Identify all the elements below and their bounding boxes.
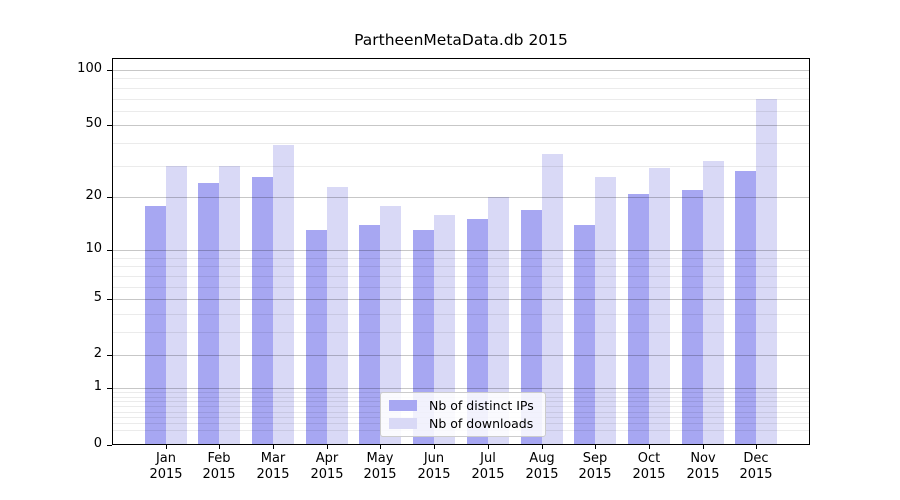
bar — [145, 206, 166, 444]
x-tick-label: Sep 2015 — [578, 451, 612, 482]
x-axis-tick — [703, 445, 704, 449]
minor-gridline — [113, 99, 809, 100]
bar — [198, 183, 219, 444]
bar — [413, 230, 434, 444]
major-gridline — [113, 125, 809, 126]
y-tick-label: 2 — [93, 346, 102, 361]
x-axis-tick — [649, 445, 650, 449]
y-tick-label: 1 — [93, 379, 102, 394]
major-gridline — [113, 70, 809, 71]
bar — [327, 187, 348, 444]
x-axis-tick — [542, 445, 543, 449]
x-axis-tick — [273, 445, 274, 449]
minor-gridline — [113, 258, 809, 259]
minor-gridline — [113, 266, 809, 267]
chart-title: PartheenMetaData.db 2015 — [354, 31, 568, 49]
x-tick-label: Aug 2015 — [525, 451, 559, 482]
bar — [380, 206, 401, 444]
bar — [756, 99, 777, 444]
y-axis-tick — [107, 355, 112, 356]
minor-gridline — [113, 332, 809, 333]
minor-gridline — [113, 111, 809, 112]
y-axis-tick — [107, 250, 112, 251]
major-gridline — [113, 299, 809, 300]
x-axis-tick — [219, 445, 220, 449]
bar — [521, 210, 542, 444]
y-tick-label: 10 — [85, 241, 102, 256]
minor-gridline — [113, 143, 809, 144]
y-axis-tick — [107, 299, 112, 300]
y-axis-tick — [107, 445, 112, 446]
minor-gridline — [113, 314, 809, 315]
x-axis-tick — [595, 445, 596, 449]
y-tick-label: 5 — [93, 290, 102, 305]
x-tick-label: May 2015 — [363, 451, 397, 482]
legend-row: Nb of downloads — [389, 416, 537, 431]
x-tick-label: Mar 2015 — [256, 451, 290, 482]
bar — [488, 197, 509, 444]
y-axis-tick — [107, 125, 112, 126]
bar — [434, 215, 455, 444]
x-axis-tick — [434, 445, 435, 449]
major-gridline — [113, 197, 809, 198]
bar — [574, 225, 595, 444]
legend-swatch — [389, 400, 417, 412]
bar — [273, 145, 294, 444]
bar — [252, 177, 273, 444]
minor-gridline — [113, 88, 809, 89]
bar — [735, 171, 756, 444]
minor-gridline — [113, 78, 809, 79]
major-gridline — [113, 388, 809, 389]
bar — [306, 230, 327, 444]
x-tick-label: Jun 2015 — [417, 451, 451, 482]
y-axis-tick — [107, 388, 112, 389]
x-tick-label: Jul 2015 — [471, 451, 505, 482]
bar — [467, 219, 488, 444]
y-axis-tick — [107, 70, 112, 71]
y-tick-label: 0 — [93, 436, 102, 451]
x-axis-tick — [327, 445, 328, 449]
bar — [219, 166, 240, 444]
y-tick-label: 20 — [85, 188, 102, 203]
y-tick-label: 50 — [85, 116, 102, 131]
minor-gridline — [113, 276, 809, 277]
x-axis-tick — [488, 445, 489, 449]
legend-swatch — [389, 417, 417, 429]
major-gridline — [113, 355, 809, 356]
x-tick-label: Oct 2015 — [632, 451, 666, 482]
legend: Nb of distinct IPs Nb of downloads — [380, 392, 546, 437]
bar — [628, 194, 649, 444]
legend-row: Nb of distinct IPs — [389, 398, 537, 413]
x-axis-tick — [380, 445, 381, 449]
x-tick-label: Apr 2015 — [310, 451, 344, 482]
minor-gridline — [113, 287, 809, 288]
bar — [542, 154, 563, 444]
legend-label: Nb of downloads — [429, 415, 534, 431]
x-axis-tick — [166, 445, 167, 449]
bar — [703, 161, 724, 444]
y-axis-tick — [107, 197, 112, 198]
x-tick-label: Jan 2015 — [149, 451, 183, 482]
x-axis-tick — [756, 445, 757, 449]
y-tick-label: 100 — [77, 61, 102, 76]
bar — [359, 225, 380, 444]
x-tick-label: Feb 2015 — [202, 451, 236, 482]
x-tick-label: Dec 2015 — [739, 451, 773, 482]
bar — [682, 190, 703, 444]
minor-gridline — [113, 166, 809, 167]
legend-label: Nb of distinct IPs — [429, 398, 534, 414]
bar — [166, 166, 187, 444]
x-tick-label: Nov 2015 — [686, 451, 720, 482]
bar — [595, 177, 616, 444]
bar — [649, 168, 670, 444]
major-gridline — [113, 250, 809, 251]
